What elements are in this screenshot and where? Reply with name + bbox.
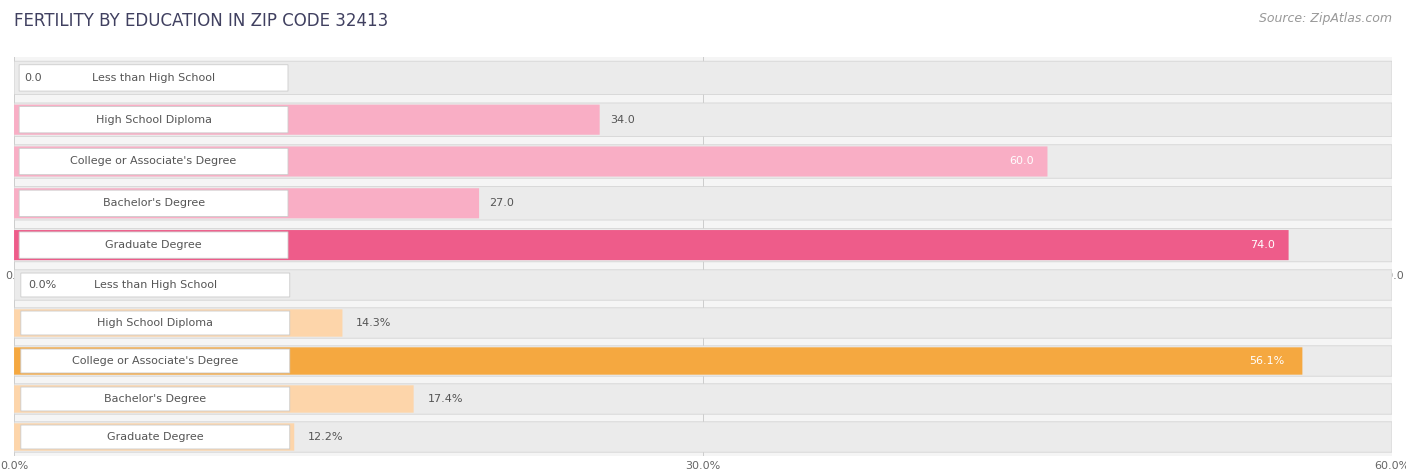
FancyBboxPatch shape <box>21 273 290 297</box>
FancyBboxPatch shape <box>14 422 1392 452</box>
FancyBboxPatch shape <box>14 347 1302 375</box>
FancyBboxPatch shape <box>14 187 1392 220</box>
Text: 34.0: 34.0 <box>610 114 634 125</box>
FancyBboxPatch shape <box>20 148 288 175</box>
FancyBboxPatch shape <box>20 232 288 258</box>
FancyBboxPatch shape <box>14 228 1392 262</box>
FancyBboxPatch shape <box>14 230 1289 260</box>
Text: High School Diploma: High School Diploma <box>97 318 214 328</box>
FancyBboxPatch shape <box>14 308 1392 338</box>
Text: 27.0: 27.0 <box>489 198 515 209</box>
Text: 14.3%: 14.3% <box>356 318 392 328</box>
Text: 60.0: 60.0 <box>1010 156 1033 167</box>
Text: Graduate Degree: Graduate Degree <box>105 240 202 250</box>
Text: 0.0%: 0.0% <box>28 280 56 290</box>
Text: 17.4%: 17.4% <box>427 394 463 404</box>
FancyBboxPatch shape <box>14 384 1392 414</box>
Text: College or Associate's Degree: College or Associate's Degree <box>70 156 236 167</box>
FancyBboxPatch shape <box>21 349 290 373</box>
FancyBboxPatch shape <box>14 423 294 451</box>
FancyBboxPatch shape <box>14 104 599 135</box>
Text: Less than High School: Less than High School <box>94 280 217 290</box>
FancyBboxPatch shape <box>14 309 343 337</box>
Text: 56.1%: 56.1% <box>1249 356 1284 366</box>
FancyBboxPatch shape <box>14 270 1392 300</box>
FancyBboxPatch shape <box>14 346 1392 376</box>
FancyBboxPatch shape <box>14 385 413 413</box>
Text: Bachelor's Degree: Bachelor's Degree <box>104 394 207 404</box>
FancyBboxPatch shape <box>21 311 290 335</box>
Text: 0.0: 0.0 <box>24 73 42 83</box>
Text: Less than High School: Less than High School <box>91 73 215 83</box>
FancyBboxPatch shape <box>21 425 290 449</box>
Text: Bachelor's Degree: Bachelor's Degree <box>103 198 205 209</box>
FancyBboxPatch shape <box>14 145 1392 178</box>
FancyBboxPatch shape <box>21 387 290 411</box>
FancyBboxPatch shape <box>20 106 288 133</box>
Text: Source: ZipAtlas.com: Source: ZipAtlas.com <box>1258 12 1392 25</box>
FancyBboxPatch shape <box>14 146 1047 177</box>
FancyBboxPatch shape <box>20 190 288 217</box>
Text: Graduate Degree: Graduate Degree <box>107 432 204 442</box>
Text: 12.2%: 12.2% <box>308 432 343 442</box>
Text: College or Associate's Degree: College or Associate's Degree <box>72 356 239 366</box>
FancyBboxPatch shape <box>20 65 288 91</box>
Text: High School Diploma: High School Diploma <box>96 114 211 125</box>
Text: 74.0: 74.0 <box>1250 240 1275 250</box>
FancyBboxPatch shape <box>14 103 1392 136</box>
Text: FERTILITY BY EDUCATION IN ZIP CODE 32413: FERTILITY BY EDUCATION IN ZIP CODE 32413 <box>14 12 388 30</box>
FancyBboxPatch shape <box>14 188 479 219</box>
FancyBboxPatch shape <box>14 61 1392 95</box>
